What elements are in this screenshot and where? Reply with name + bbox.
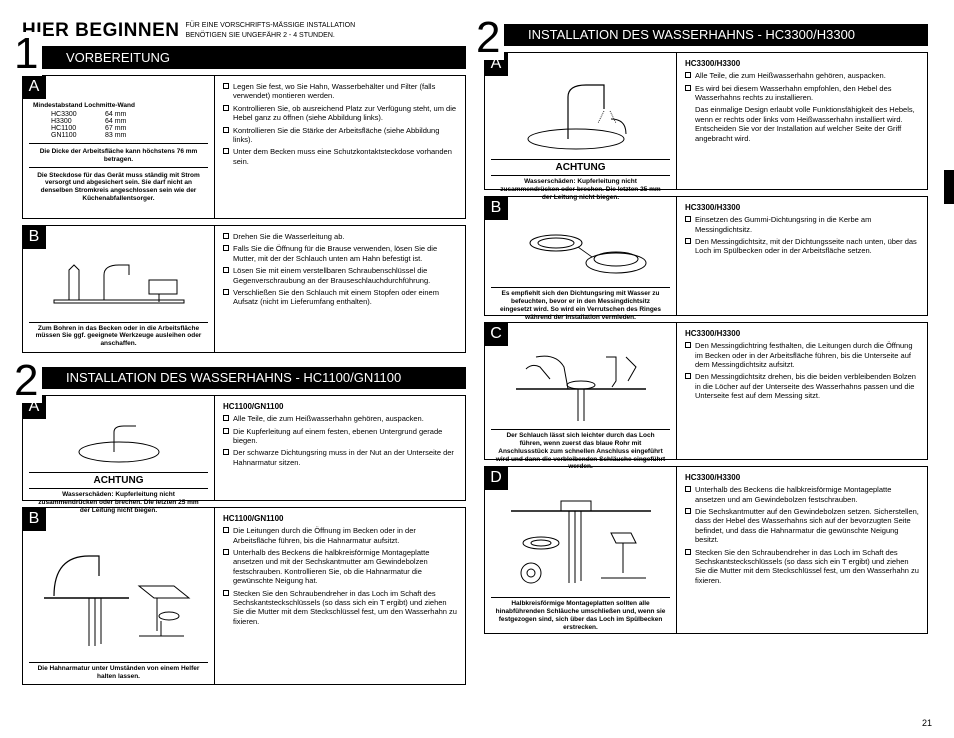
block-2rc: C	[484, 322, 928, 460]
oring-seat-icon	[506, 223, 656, 283]
caption-2rd: Halbkreisförmige Montageplatten sollten …	[491, 598, 670, 631]
block-2rd-left: Halbkreisförmige Montageplatten sollten …	[485, 467, 677, 633]
block-2rd: D	[484, 466, 928, 634]
section-1: 1 VORBEREITUNG A Mindestabstand Lochmitt…	[22, 46, 466, 353]
mounting-plate-icon	[501, 493, 661, 593]
block-2rc-left: Der Schlauch lässt sich leichter durch d…	[485, 323, 677, 459]
block-1a: A Mindestabstand Lochmitte-Wand HC330064…	[22, 75, 466, 219]
block-letter-1a: A	[22, 75, 46, 99]
block-1b-right: Drehen Sie die Wasserleitung ab. Falls S…	[215, 226, 465, 352]
caption-1b: Zum Bohren in das Becken oder in die Arb…	[29, 323, 208, 348]
section-2-right: 2 INSTALLATION DES WASSERHAHNS - HC3300/…	[484, 24, 928, 634]
faucet-mount-icon	[39, 536, 199, 656]
section-2r-title: INSTALLATION DES WASSERHAHNS - HC3300/H3…	[484, 24, 928, 46]
faucet-lever-icon	[506, 79, 656, 153]
section-2l-title: INSTALLATION DES WASSERHAHNS - HC1100/GN…	[22, 367, 466, 389]
block-2rc-right: HC3300/H3300 Den Messingdichtring festha…	[677, 323, 927, 459]
block-2rb: B Es empfiehlt sich den Dichtungsring mi…	[484, 196, 928, 316]
page-main-title: HIER BEGINNEN	[22, 20, 179, 42]
block-2ra-right: HC3300/H3300 Alle Teile, die zum Heißwas…	[677, 53, 927, 189]
block-letter-1b: B	[22, 225, 46, 249]
faucet-base-icon	[64, 422, 174, 466]
page-subtitle: FÜR EINE VORSCHRIFTS-MÄSSIGE INSTALLATIO…	[185, 22, 355, 42]
page-side-tab	[944, 170, 954, 204]
block-2ra-left: ACHTUNG Wasserschäden: Kupferleitung nic…	[485, 53, 677, 189]
spec-table: HC330064 mm H330064 mm HC110067 mm GN110…	[51, 111, 208, 139]
section-number-2r: 2	[476, 16, 504, 60]
block-letter-2rc: C	[484, 322, 508, 346]
block-letter-2rd: D	[484, 466, 508, 490]
hand-insert-icon	[506, 349, 656, 425]
block-letter-2lb: B	[22, 507, 46, 531]
block-2lb-left: Die Hahnarmatur unter Umständen von eine…	[23, 508, 215, 684]
caption-2rb: Es empfiehlt sich den Dichtungsring mit …	[491, 288, 670, 321]
block-letter-2rb: B	[484, 196, 508, 220]
spec-table-title: Mindestabstand Lochmitte-Wand	[33, 102, 208, 109]
illustration-2rc	[491, 349, 670, 425]
page-number: 21	[922, 718, 932, 728]
caption-1a-2: Die Steckdose für das Gerät muss ständig…	[29, 170, 208, 203]
block-2la-right: HC1100/GN1100 Alle Teile, die zum Heißwa…	[215, 396, 465, 500]
section-1-title: VORBEREITUNG	[22, 46, 466, 69]
section-number-2l: 2	[14, 359, 42, 403]
block-1b-left: Zum Bohren in das Becken oder in die Arb…	[23, 226, 215, 352]
block-1a-left: Mindestabstand Lochmitte-Wand HC330064 m…	[23, 76, 215, 218]
achtung-2ra: ACHTUNG	[491, 159, 670, 173]
block-2lb: B	[22, 507, 466, 685]
illustration-1b	[29, 252, 208, 318]
illustration-2rb	[491, 223, 670, 283]
right-column: 2 INSTALLATION DES WASSERHAHNS - HC3300/…	[484, 20, 928, 685]
page-layout: HIER BEGINNEN FÜR EINE VORSCHRIFTS-MÄSSI…	[22, 20, 932, 685]
para-2ra: Das einmalige Design erlaubt volle Funkt…	[695, 105, 919, 143]
block-2rd-right: HC3300/H3300 Unterhalb des Beckens die h…	[677, 467, 927, 633]
block-2la-left: ACHTUNG Wasserschäden: Kupferleitung nic…	[23, 396, 215, 500]
block-2rb-left: Es empfiehlt sich den Dichtungsring mit …	[485, 197, 677, 315]
faucet-drill-icon	[44, 250, 194, 320]
block-2ra: A ACHTUNG Wasserschäden: Kupferleitung n…	[484, 52, 928, 190]
illustration-2ra	[491, 79, 670, 153]
illustration-2lb	[29, 534, 208, 657]
block-1a-right: Legen Sie fest, wo Sie Hahn, Wasserbehäl…	[215, 76, 465, 218]
caption-2rc: Der Schlauch lässt sich leichter durch d…	[491, 430, 670, 471]
illustration-2rd	[491, 493, 670, 593]
section-2-left: 2 INSTALLATION DES WASSERHAHNS - HC1100/…	[22, 367, 466, 685]
achtung-2la: ACHTUNG	[29, 472, 208, 486]
caption-1a-1: Die Dicke der Arbeitsfläche kann höchste…	[29, 146, 208, 164]
section-number-1: 1	[14, 32, 42, 76]
block-2rb-right: HC3300/H3300 Einsetzen des Gummi-Dichtun…	[677, 197, 927, 315]
caption-2lb: Die Hahnarmatur unter Umständen von eine…	[29, 663, 208, 681]
header-row: HIER BEGINNEN FÜR EINE VORSCHRIFTS-MÄSSI…	[22, 20, 466, 42]
illustration-2la	[29, 422, 208, 466]
block-1b: B Zum Bohren in das Becken oder in die A…	[22, 225, 466, 353]
block-2lb-right: HC1100/GN1100 Die Leitungen durch die Öf…	[215, 508, 465, 684]
left-column: HIER BEGINNEN FÜR EINE VORSCHRIFTS-MÄSSI…	[22, 20, 466, 685]
block-2la: A ACHTUNG Wasserschäden: Kupferleitung n…	[22, 395, 466, 501]
